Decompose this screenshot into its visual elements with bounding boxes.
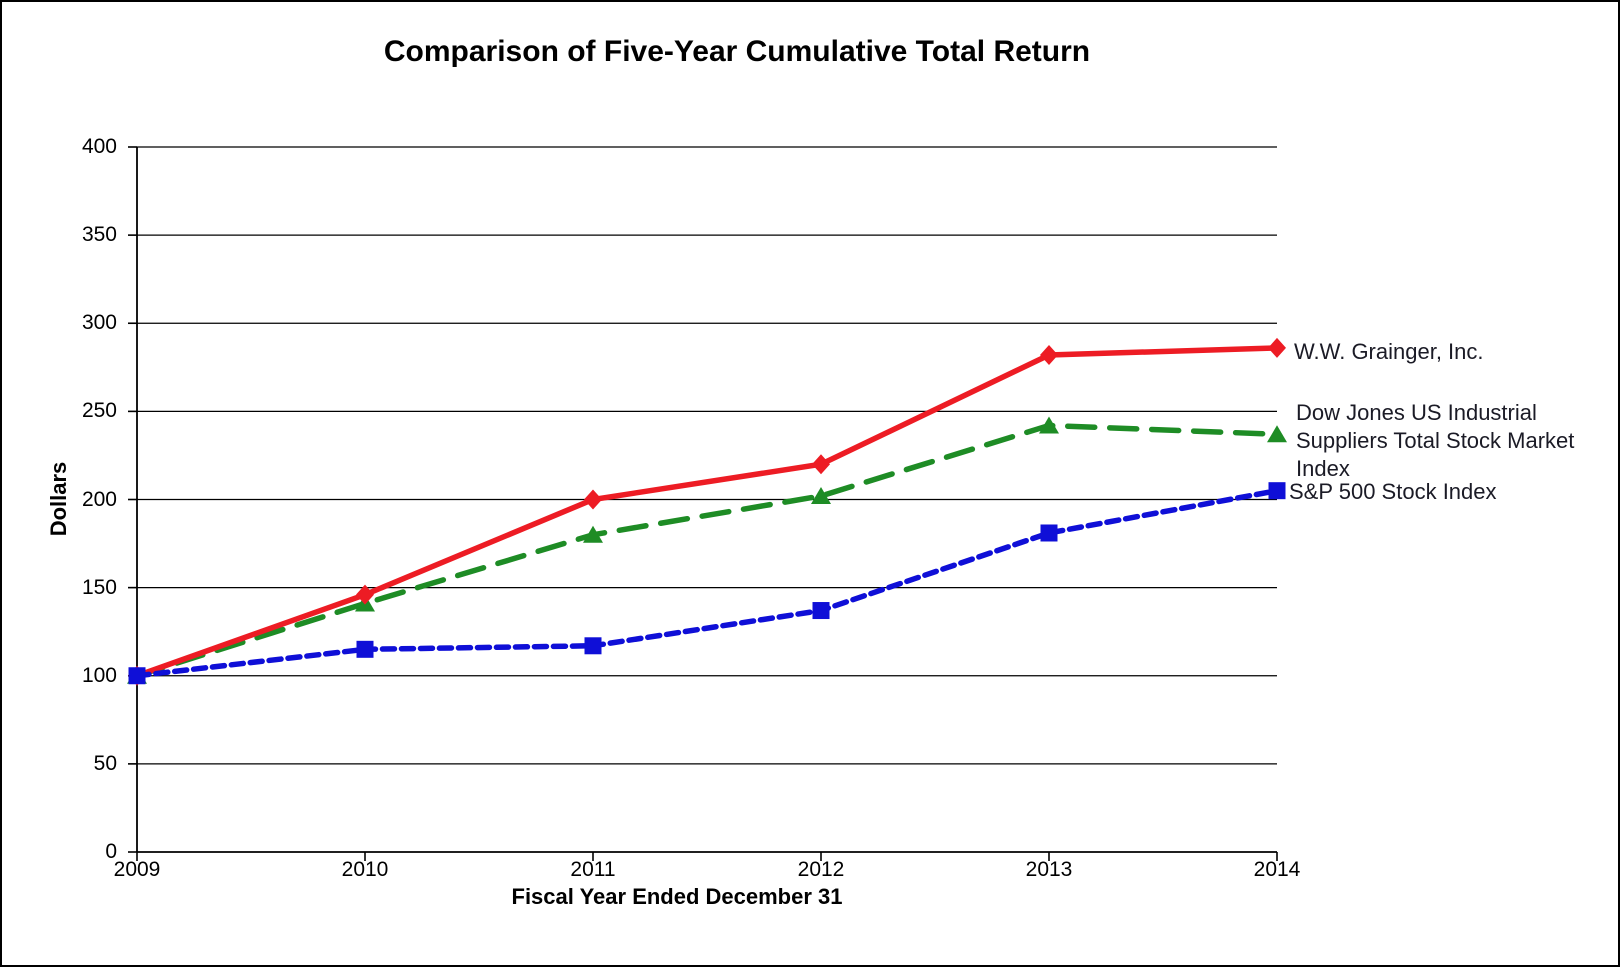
square-marker-sp500-2014 <box>1268 482 1286 500</box>
legend-label-dow-jones-industrial-suppliers: Dow Jones US Industrial Suppliers Total … <box>1296 400 1575 481</box>
y-tick-label-350: 350 <box>81 223 117 247</box>
diamond-marker-grainger-2010 <box>356 584 374 605</box>
series-sp500 <box>128 482 1286 685</box>
diamond-marker-grainger-2014 <box>1268 337 1286 358</box>
triangle-marker-dow-jones-industrial-suppliers-2011 <box>583 525 603 543</box>
series-line-grainger <box>134 345 1280 679</box>
x-tick-label-2013: 2013 <box>1025 858 1073 881</box>
y-tick-label-200: 200 <box>81 487 117 511</box>
x-tick-label-2014: 2014 <box>1253 858 1301 881</box>
y-tick-label-400: 400 <box>81 135 117 158</box>
y-tick-label-100: 100 <box>81 663 117 687</box>
chart-title: Comparison of Five-Year Cumulative Total… <box>383 35 1091 68</box>
x-tick-label-2011: 2011 <box>570 858 616 881</box>
y-tick-label-250: 250 <box>81 399 117 423</box>
square-marker-sp500-2009 <box>128 667 146 685</box>
x-tick-label-2010: 2010 <box>341 858 389 881</box>
y-tick-label-150: 150 <box>81 575 117 599</box>
data-series <box>127 337 1287 686</box>
series-line-dow-jones-industrial-suppliers <box>134 422 1280 679</box>
series-grainger <box>128 337 1286 686</box>
x-tick-label-2009: 2009 <box>113 858 161 881</box>
square-marker-sp500-2013 <box>1040 524 1058 542</box>
diamond-marker-grainger-2011 <box>584 489 602 510</box>
square-marker-sp500-2011 <box>584 637 602 655</box>
series-line-sp500 <box>134 487 1280 679</box>
legend-label-grainger: W.W. Grainger, Inc. <box>1294 339 1484 364</box>
triangle-marker-dow-jones-industrial-suppliers-2012 <box>811 486 831 504</box>
axis-lines <box>136 147 1277 853</box>
square-marker-sp500-2010 <box>356 640 374 658</box>
diamond-marker-grainger-2012 <box>812 454 830 475</box>
y-tick-label-300: 300 <box>81 311 117 335</box>
x-axis-title: Fiscal Year Ended December 31 <box>511 884 843 909</box>
y-tick-label-50: 50 <box>93 751 117 775</box>
x-tick-label-2012: 2012 <box>797 858 845 881</box>
square-marker-sp500-2012 <box>812 602 830 620</box>
triangle-marker-dow-jones-industrial-suppliers-2014 <box>1267 425 1287 443</box>
triangle-marker-dow-jones-industrial-suppliers-2013 <box>1039 416 1059 434</box>
legend-label-sp500: S&P 500 Stock Index <box>1289 479 1497 504</box>
gridlines <box>128 146 1278 861</box>
diamond-marker-grainger-2013 <box>1040 344 1058 365</box>
y-tick-label-0: 0 <box>105 840 117 863</box>
series-dow-jones-industrial-suppliers <box>127 416 1287 684</box>
